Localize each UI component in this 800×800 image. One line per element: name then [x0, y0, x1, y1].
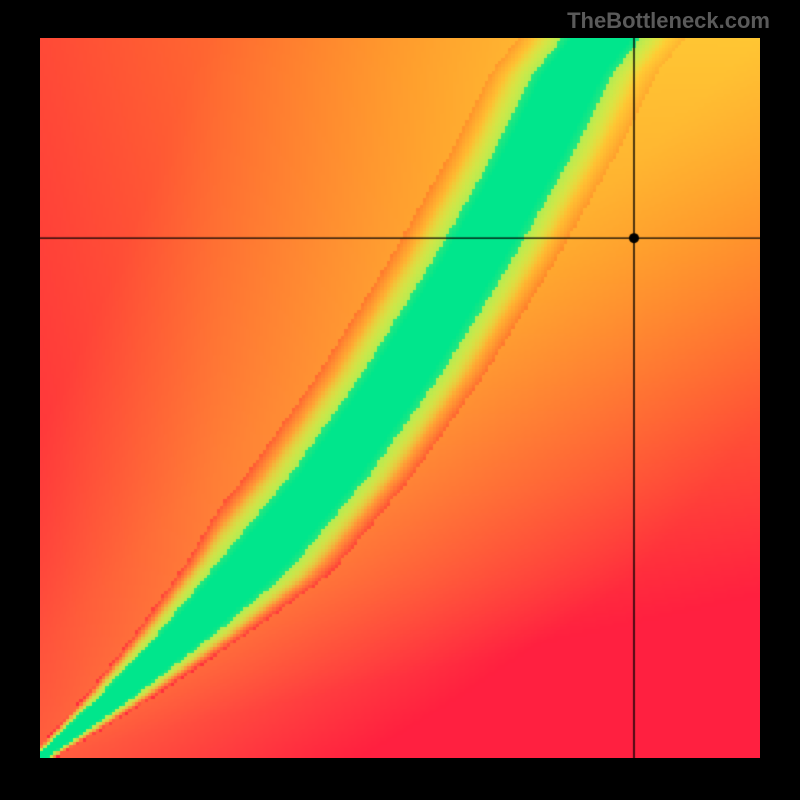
bottleneck-heatmap: [40, 38, 760, 758]
chart-container: TheBottleneck.com: [0, 0, 800, 800]
watermark-text: TheBottleneck.com: [567, 8, 770, 34]
